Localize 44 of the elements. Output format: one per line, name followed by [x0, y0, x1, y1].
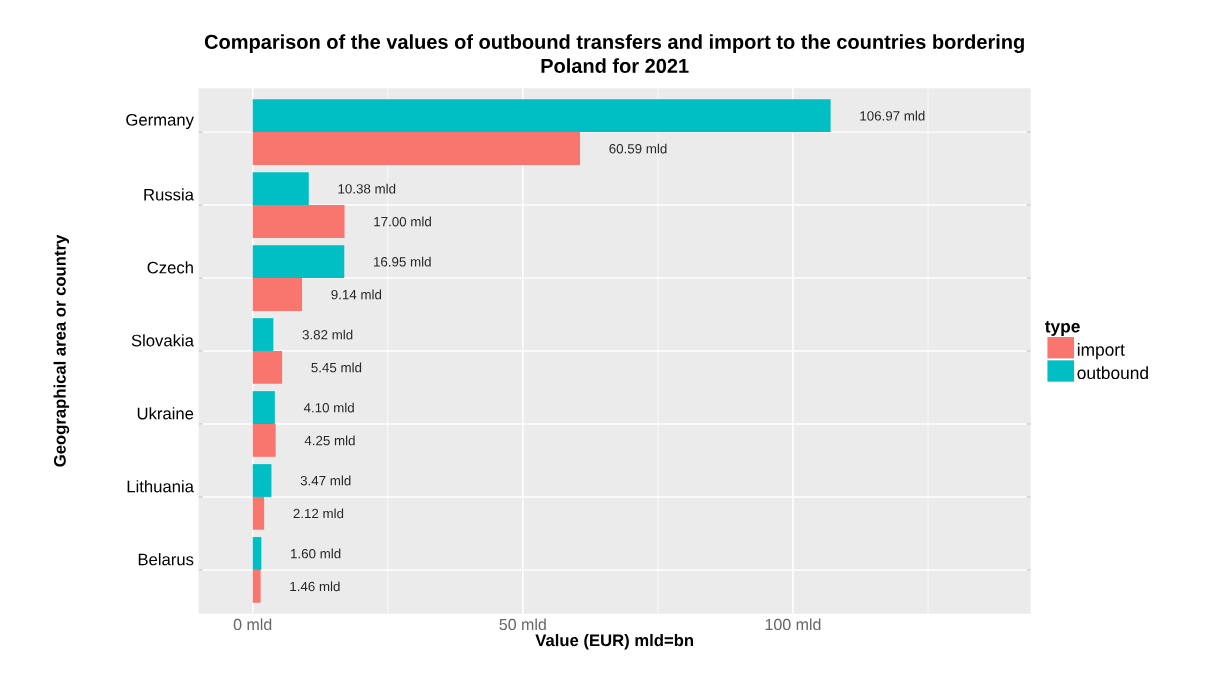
- bar: [252, 318, 274, 352]
- y-tick-label: Russia: [144, 188, 194, 201]
- data-label: 106.97 mld: [860, 110, 925, 121]
- chart-title: Comparison of the values of outbound transfers and import to the countries bordering Poland for 2021: [204, 34, 1024, 73]
- x-axis-title: Value (EUR) mld=bn: [535, 633, 694, 650]
- data-label: 5.45 mld: [311, 362, 362, 373]
- x-tick-label: 50 mld: [499, 618, 546, 631]
- data-label: 4.10 mld: [303, 402, 354, 413]
- y-tick-label: Germany: [126, 113, 194, 129]
- x-tick-label: 0 mld: [233, 618, 272, 631]
- bar: [252, 464, 272, 497]
- bar: [252, 569, 261, 603]
- data-label: 10.38 mld: [338, 183, 396, 194]
- y-tick-label: Slovakia: [131, 334, 194, 347]
- bar: [252, 423, 276, 457]
- bar: [252, 245, 345, 279]
- bar: [252, 132, 581, 165]
- data-label: 17.00 mld: [374, 216, 431, 227]
- bar: [252, 172, 309, 206]
- data-label: 4.25 mld: [304, 435, 355, 446]
- data-label: 2.12 mld: [293, 508, 344, 519]
- y-tick-label: Ukraine: [137, 407, 194, 420]
- data-label: 1.60 mld: [291, 548, 341, 559]
- data-label: 9.14 mld: [331, 289, 382, 300]
- bar: [252, 496, 265, 530]
- legend-label: import: [1077, 343, 1125, 360]
- data-label: 3.47 mld: [300, 475, 351, 486]
- data-label: 1.46 mld: [290, 581, 340, 592]
- legend-label: outbound: [1077, 366, 1148, 380]
- data-label: 60.59 mld: [609, 143, 667, 154]
- bar: [252, 537, 262, 570]
- y-tick-label: Lithuania: [127, 480, 194, 493]
- y-tick-label: Czech: [147, 261, 193, 274]
- legend-title: type: [1044, 321, 1080, 336]
- y-tick-label: Belarus: [138, 553, 194, 566]
- bar: [252, 391, 275, 424]
- bar: [252, 351, 283, 384]
- bar: [252, 99, 831, 133]
- y-axis-title: Geographical area or country: [53, 234, 70, 467]
- x-tick-label: 100 mld: [765, 618, 821, 631]
- bar: [252, 205, 345, 238]
- bar: [252, 278, 303, 311]
- data-label: 16.95 mld: [374, 256, 431, 267]
- data-label: 3.82 mld: [302, 329, 353, 340]
